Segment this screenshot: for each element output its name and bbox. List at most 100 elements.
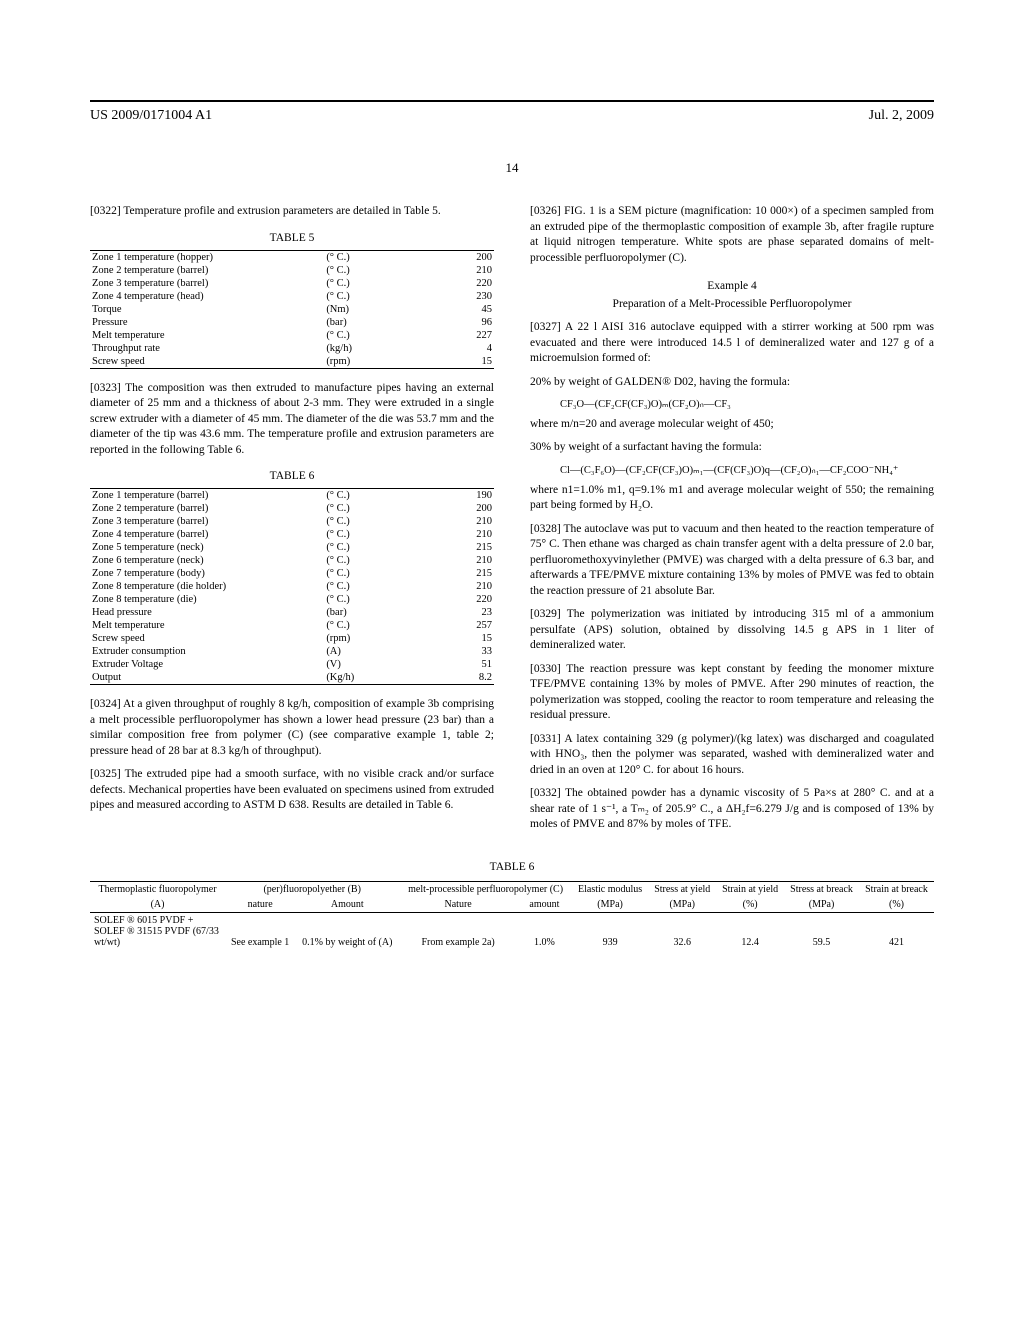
table5-title: TABLE 5 [90, 232, 494, 244]
param-unit: (Nm) [324, 303, 405, 316]
param-name: Melt temperature [90, 619, 324, 632]
two-column-body: [0322] Temperature profile and extrusion… [90, 204, 934, 841]
param-value: 230 [405, 290, 494, 303]
table-row: Melt temperature(° C.)257 [90, 619, 494, 632]
param-value: 23 [405, 606, 494, 619]
publication-date: Jul. 2, 2009 [869, 108, 934, 124]
formula1: CF₃O—(CF₂CF(CF₃)O)ₘ(CF₂O)ₙ—CF₃ [560, 398, 934, 413]
param-unit: (° C.) [324, 277, 405, 290]
data-cell: 939 [572, 912, 648, 950]
param-name: Output [90, 671, 324, 685]
param-unit: (Kg/h) [324, 671, 405, 685]
param-value: 4 [405, 342, 494, 355]
param-value: 257 [405, 619, 494, 632]
table-row: Torque(Nm)45 [90, 303, 494, 316]
table-row: Zone 6 temperature (neck)(° C.)210 [90, 554, 494, 567]
data-cell: 32.6 [648, 912, 716, 950]
param-value: 51 [405, 658, 494, 671]
top-rule [90, 100, 934, 102]
publication-number: US 2009/0171004 A1 [90, 108, 212, 124]
subheader-cell: (A) [90, 897, 225, 913]
param-name: Zone 3 temperature (barrel) [90, 277, 324, 290]
table-row: Zone 8 temperature (die holder)(° C.)210 [90, 580, 494, 593]
subheader-cell: (MPa) [572, 897, 648, 913]
param-unit: (° C.) [324, 593, 405, 606]
table6a: Zone 1 temperature (barrel)(° C.)190Zone… [90, 488, 494, 685]
table6b-title: TABLE 6 [90, 861, 934, 873]
data-cell: 421 [859, 912, 934, 950]
table-row: Zone 3 temperature (barrel)(° C.)210 [90, 515, 494, 528]
param-value: 210 [405, 528, 494, 541]
param-name: Zone 5 temperature (neck) [90, 541, 324, 554]
example4-head: Example 4 [530, 280, 934, 292]
param-unit: (° C.) [324, 250, 405, 264]
param-value: 15 [405, 632, 494, 645]
param-value: 96 [405, 316, 494, 329]
th-c: melt-processible perfluoropolymer (C) [399, 881, 572, 897]
formula2: Cl—(C₃F₆O)—(CF₂CF(CF₃)O)ₘ₁—(CF(CF₃)O)q—(… [560, 464, 934, 479]
param-unit: (kg/h) [324, 342, 405, 355]
data-cell: SOLEF ® 6015 PVDF + SOLEF ® 31515 PVDF (… [90, 912, 225, 950]
param-unit: (rpm) [324, 355, 405, 369]
param-name: Zone 8 temperature (die holder) [90, 580, 324, 593]
data-cell: See example 1 [225, 912, 295, 950]
param-name: Screw speed [90, 355, 324, 369]
param-name: Melt temperature [90, 329, 324, 342]
data-cell: 0.1% by weight of (A) [295, 912, 399, 950]
left-column: [0322] Temperature profile and extrusion… [90, 204, 494, 841]
param-name: Head pressure [90, 606, 324, 619]
subheader-cell: nature [225, 897, 295, 913]
param-name: Zone 7 temperature (body) [90, 567, 324, 580]
table-row: Extruder Voltage(V)51 [90, 658, 494, 671]
para-0324: [0324] At a given throughput of roughly … [90, 697, 494, 759]
param-value: 227 [405, 329, 494, 342]
th-sb: Stress at breack [784, 881, 859, 897]
param-value: 220 [405, 593, 494, 606]
th-b: (per)fluoropolyether (B) [225, 881, 399, 897]
para-0327c: where m/n=20 and average molecular weigh… [530, 417, 934, 433]
subheader-cell: (MPa) [784, 897, 859, 913]
data-cell: 12.4 [716, 912, 784, 950]
para-0330: [0330] The reaction pressure was kept co… [530, 662, 934, 724]
patent-page: US 2009/0171004 A1 Jul. 2, 2009 14 [0322… [0, 0, 1024, 1320]
param-unit: (V) [324, 658, 405, 671]
para-0327e: where n1=1.0% m1, q=9.1% m1 and average … [530, 483, 934, 514]
subheader-cell: (MPa) [648, 897, 716, 913]
table-row: Screw speed(rpm)15 [90, 632, 494, 645]
param-name: Zone 3 temperature (barrel) [90, 515, 324, 528]
th-a: Thermoplastic fluoropolymer [90, 881, 225, 897]
th-sty: Strain at yield [716, 881, 784, 897]
para-0326: [0326] FIG. 1 is a SEM picture (magnific… [530, 204, 934, 266]
param-value: 210 [405, 580, 494, 593]
subheader-cell: Nature [399, 897, 517, 913]
table-row: Zone 8 temperature (die)(° C.)220 [90, 593, 494, 606]
param-name: Extruder consumption [90, 645, 324, 658]
param-name: Zone 1 temperature (hopper) [90, 250, 324, 264]
param-value: 200 [405, 502, 494, 515]
para-0323: [0323] The composition was then extruded… [90, 381, 494, 459]
param-unit: (° C.) [324, 554, 405, 567]
subheader-cell: (%) [859, 897, 934, 913]
page-header: US 2009/0171004 A1 Jul. 2, 2009 [90, 108, 934, 124]
table-row: Pressure(bar)96 [90, 316, 494, 329]
subheader-cell: (%) [716, 897, 784, 913]
right-column: [0326] FIG. 1 is a SEM picture (magnific… [530, 204, 934, 841]
param-unit: (° C.) [324, 567, 405, 580]
param-name: Screw speed [90, 632, 324, 645]
table-row: Zone 3 temperature (barrel)(° C.)220 [90, 277, 494, 290]
param-unit: (° C.) [324, 580, 405, 593]
para-0331: [0331] A latex containing 329 (g polymer… [530, 732, 934, 779]
param-unit: (° C.) [324, 329, 405, 342]
table-row: Zone 2 temperature (barrel)(° C.)200 [90, 502, 494, 515]
param-unit: (° C.) [324, 489, 405, 503]
param-name: Zone 1 temperature (barrel) [90, 489, 324, 503]
table-row: Zone 5 temperature (neck)(° C.)215 [90, 541, 494, 554]
param-value: 33 [405, 645, 494, 658]
para-0327d: 30% by weight of a surfactant having the… [530, 440, 934, 456]
param-name: Extruder Voltage [90, 658, 324, 671]
param-value: 220 [405, 277, 494, 290]
para-0325: [0325] The extruded pipe had a smooth su… [90, 767, 494, 814]
data-cell: 59.5 [784, 912, 859, 950]
para-0327a: [0327] A 22 l AISI 316 autoclave equippe… [530, 320, 934, 367]
param-name: Zone 2 temperature (barrel) [90, 264, 324, 277]
